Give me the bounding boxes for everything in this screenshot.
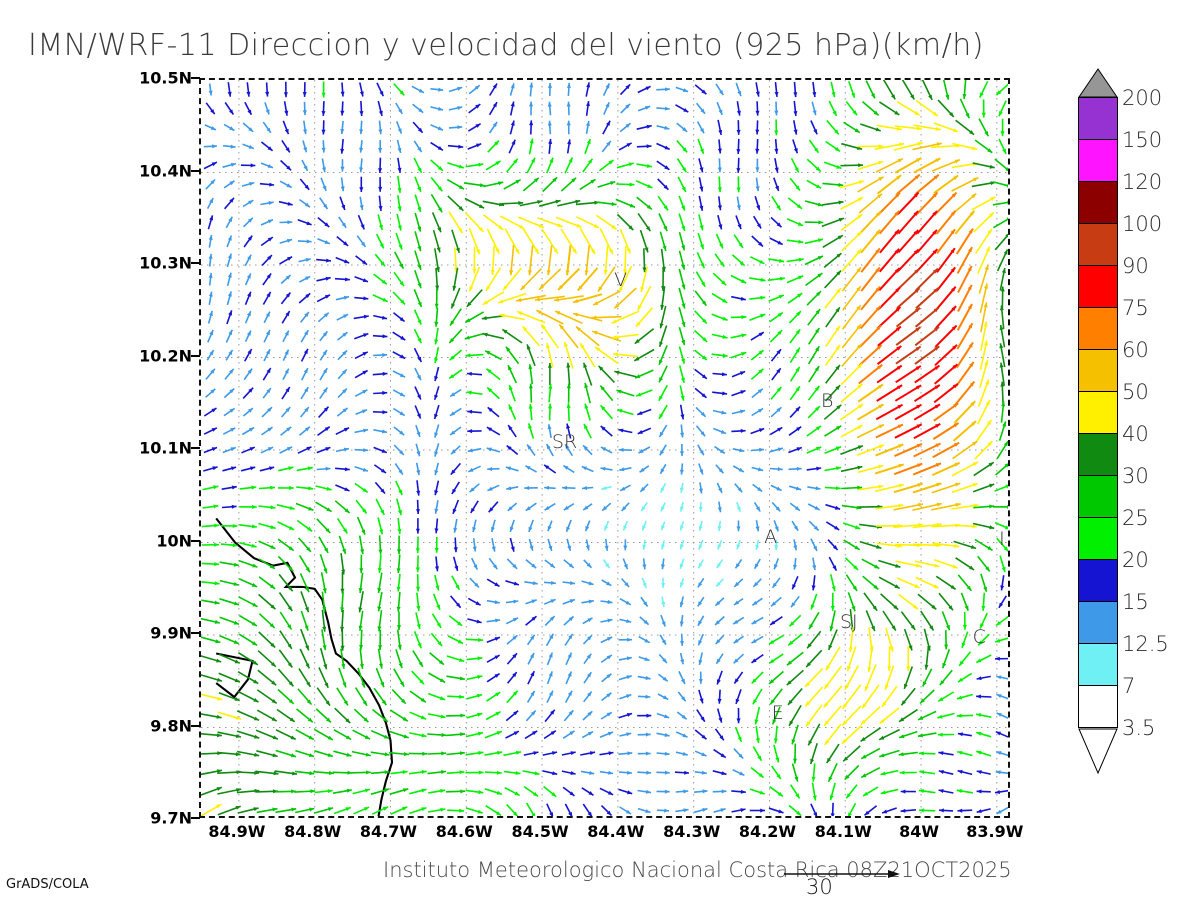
- y-tick-label: 10.5N: [139, 68, 192, 88]
- x-tick-label: 84.2W: [738, 822, 797, 841]
- colorbar-tick-label: 3.5: [1122, 716, 1156, 740]
- colorbar-segment: [1078, 391, 1118, 434]
- colorbar: [1078, 68, 1118, 728]
- y-tick-mark: [191, 262, 200, 264]
- y-tick-mark: [191, 632, 200, 634]
- colorbar-segment: [1078, 685, 1118, 728]
- y-tick-label: 10.1N: [139, 438, 192, 458]
- y-tick-mark: [191, 169, 200, 172]
- y-tick-label: 10.4N: [139, 161, 192, 180]
- y-tick-mark: [191, 539, 200, 542]
- footer-institute: Instituto Meteorologico Nacional Costa R…: [383, 858, 1012, 882]
- colorbar-segment: [1078, 643, 1118, 686]
- x-tick-label: 84W: [899, 822, 939, 841]
- x-tick-label: 84.1W: [814, 822, 872, 841]
- colorbar-tick-label: 90: [1122, 254, 1149, 278]
- x-tick-label: 84.7W: [359, 822, 418, 841]
- station-label-e: E: [771, 701, 784, 724]
- x-tick-label: 84.8W: [284, 822, 342, 841]
- colorbar-segment: [1078, 475, 1118, 518]
- x-tick-label: 84.4W: [587, 822, 645, 841]
- wind-vector-plot: V SR B A SJ C E I: [199, 78, 1010, 818]
- y-tick-label: 10.3N: [139, 253, 192, 273]
- y-axis: 9.7N 9.8N 9.9N 10N 10.1N 10.2N 10.3N 10.4N 10.5N: [100, 69, 200, 828]
- station-label-sj: SJ: [839, 610, 858, 633]
- colorbar-tick-label: 75: [1122, 296, 1149, 320]
- colorbar-tick-label: 150: [1122, 128, 1163, 152]
- station-label-v: V: [614, 268, 628, 291]
- x-tick-label: 84.5W: [511, 822, 569, 841]
- colorbar-tick-label: 20: [1122, 548, 1149, 572]
- reference-vector-icon: [784, 870, 900, 878]
- colorbar-tick-label: 15: [1122, 590, 1149, 614]
- x-tick-label: 83.9W: [966, 822, 1024, 841]
- x-tick-label: 84.6W: [435, 822, 493, 841]
- y-tick-mark: [191, 817, 200, 819]
- y-tick-label: 10N: [156, 531, 192, 550]
- colorbar-segment: [1078, 265, 1118, 308]
- station-label-sr: SR: [551, 430, 578, 453]
- colorbar-segment: [1078, 349, 1118, 392]
- y-tick-mark: [191, 77, 200, 79]
- colorbar-tick-label: 12.5: [1122, 632, 1169, 656]
- colorbar-segment: [1078, 223, 1118, 266]
- station-label-b: B: [820, 389, 834, 412]
- colorbar-tick-label: 120: [1122, 170, 1163, 194]
- colorbar-tick-label: 7: [1122, 674, 1136, 698]
- colorbar-tick-label: 40: [1122, 422, 1149, 446]
- colorbar-tick-label: 30: [1122, 464, 1149, 488]
- colorbar-segment: [1078, 97, 1118, 140]
- y-tick-mark: [191, 447, 200, 449]
- page-title: IMN/WRF-11 Direccion y velocidad del vie…: [28, 28, 984, 63]
- station-label-i: I: [999, 527, 1005, 550]
- y-tick-label: 10.2N: [139, 346, 192, 365]
- station-label-a: A: [764, 525, 778, 548]
- colorbar-segment: [1078, 307, 1118, 350]
- colorbar-tick-label: 50: [1122, 380, 1149, 404]
- y-tick-label: 9.9N: [150, 623, 192, 643]
- colorbar-segment: [1078, 181, 1118, 224]
- wind-field-svg: [201, 80, 1008, 816]
- footer-software: GrADS/COLA: [6, 877, 89, 892]
- colorbar-segment: [1078, 601, 1118, 644]
- y-tick-label: 9.7N: [150, 808, 192, 828]
- colorbar-tick-label: 100: [1122, 212, 1163, 236]
- x-tick-label: 84.9W: [208, 822, 266, 841]
- y-tick-mark: [191, 724, 200, 727]
- colorbar-tick-label: 60: [1122, 338, 1149, 362]
- colorbar-bottom-arrow: [1078, 728, 1118, 774]
- y-tick-label: 9.8N: [150, 716, 192, 735]
- station-label-c: C: [972, 625, 986, 648]
- colorbar-tick-label: 25: [1122, 506, 1149, 530]
- colorbar-top-arrow: [1078, 68, 1118, 98]
- colorbar-segment: [1078, 559, 1118, 602]
- colorbar-segment: [1078, 517, 1118, 560]
- reference-vector-label: 30: [806, 875, 833, 899]
- colorbar-segment: [1078, 433, 1118, 476]
- colorbar-tick-label: 200: [1122, 86, 1163, 110]
- x-axis: 84.9W 84.8W 84.7W 84.6W 84.5W 84.4W 84.3W 84.2W…: [199, 822, 1023, 846]
- colorbar-segment: [1078, 139, 1118, 182]
- y-tick-mark: [191, 354, 200, 357]
- x-tick-label: 84.3W: [663, 822, 721, 841]
